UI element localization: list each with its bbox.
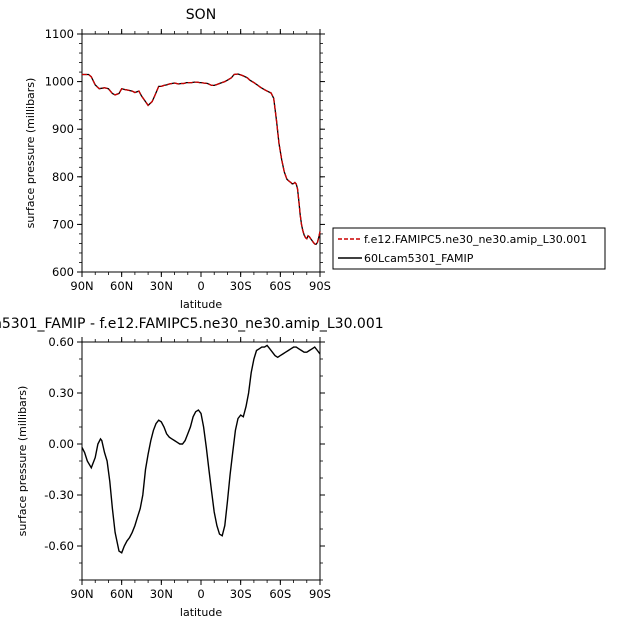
series-line-test (82, 73, 321, 246)
top-y-ticks: 600 700 800 900 1000 1100 (45, 27, 325, 279)
top-y-axis-label: surface pressure (millibars) (24, 78, 37, 229)
top-x-axis-label: latitude (180, 298, 222, 311)
x-tick-label: 0 (197, 587, 204, 601)
x-tick-label: 90N (70, 279, 93, 293)
bottom-y-ticks: 0.60 0.30 0.00 -0.30 -0.60 (44, 335, 325, 581)
x-tick-label: 60N (110, 587, 133, 601)
bottom-series-lines (81, 344, 321, 554)
y-tick-label: -0.60 (44, 539, 74, 553)
x-tick-label: 30S (230, 279, 252, 293)
legend-label-test: 60Lcam5301_FAMIP (364, 252, 474, 265)
x-tick-label: 60S (269, 279, 291, 293)
x-tick-label: 30N (150, 279, 173, 293)
top-x-ticks: 90N 60N 30N 0 30S 60S 90S (70, 29, 331, 293)
bottom-title: 60Lcam5301_FAMIP - f.e12.FAMIPC5.ne30_ne… (0, 316, 384, 332)
x-tick-label: 60S (269, 587, 291, 601)
bottom-panel: 60Lcam5301_FAMIP - f.e12.FAMIPC5.ne30_ne… (0, 316, 384, 619)
series-line-difference (81, 344, 321, 554)
bottom-x-ticks: 90N 60N 30N 0 30S 60S 90S (70, 337, 331, 601)
legend-box (332, 227, 606, 270)
y-tick-label: 1100 (45, 27, 74, 41)
bottom-y-axis-label: surface pressure (millibars) (16, 386, 29, 537)
y-tick-label: 0.60 (48, 335, 74, 349)
y-tick-label: 700 (52, 217, 74, 231)
top-title: SON (186, 7, 216, 23)
x-tick-label: 90S (309, 587, 331, 601)
x-tick-label: 90S (309, 279, 331, 293)
y-tick-label: -0.30 (44, 488, 74, 502)
y-tick-label: 600 (52, 265, 74, 279)
x-tick-label: 0 (197, 279, 204, 293)
x-tick-label: 30N (150, 587, 173, 601)
x-tick-label: 90N (70, 587, 93, 601)
y-tick-label: 800 (52, 170, 74, 184)
y-tick-label: 0.00 (48, 437, 74, 451)
y-tick-label: 0.30 (48, 386, 74, 400)
legend: f.e12.FAMIPC5.ne30_ne30.amip_L30.001 60L… (332, 227, 606, 270)
y-tick-label: 900 (52, 122, 74, 136)
top-plot-frame (81, 33, 321, 273)
bottom-x-axis-label: latitude (180, 606, 222, 619)
y-tick-label: 1000 (45, 75, 74, 89)
legend-label-control: f.e12.FAMIPC5.ne30_ne30.amip_L30.001 (364, 233, 587, 246)
top-series-lines (82, 73, 321, 246)
series-line-control (82, 73, 321, 246)
x-tick-label: 60N (110, 279, 133, 293)
x-tick-label: 30S (230, 587, 252, 601)
